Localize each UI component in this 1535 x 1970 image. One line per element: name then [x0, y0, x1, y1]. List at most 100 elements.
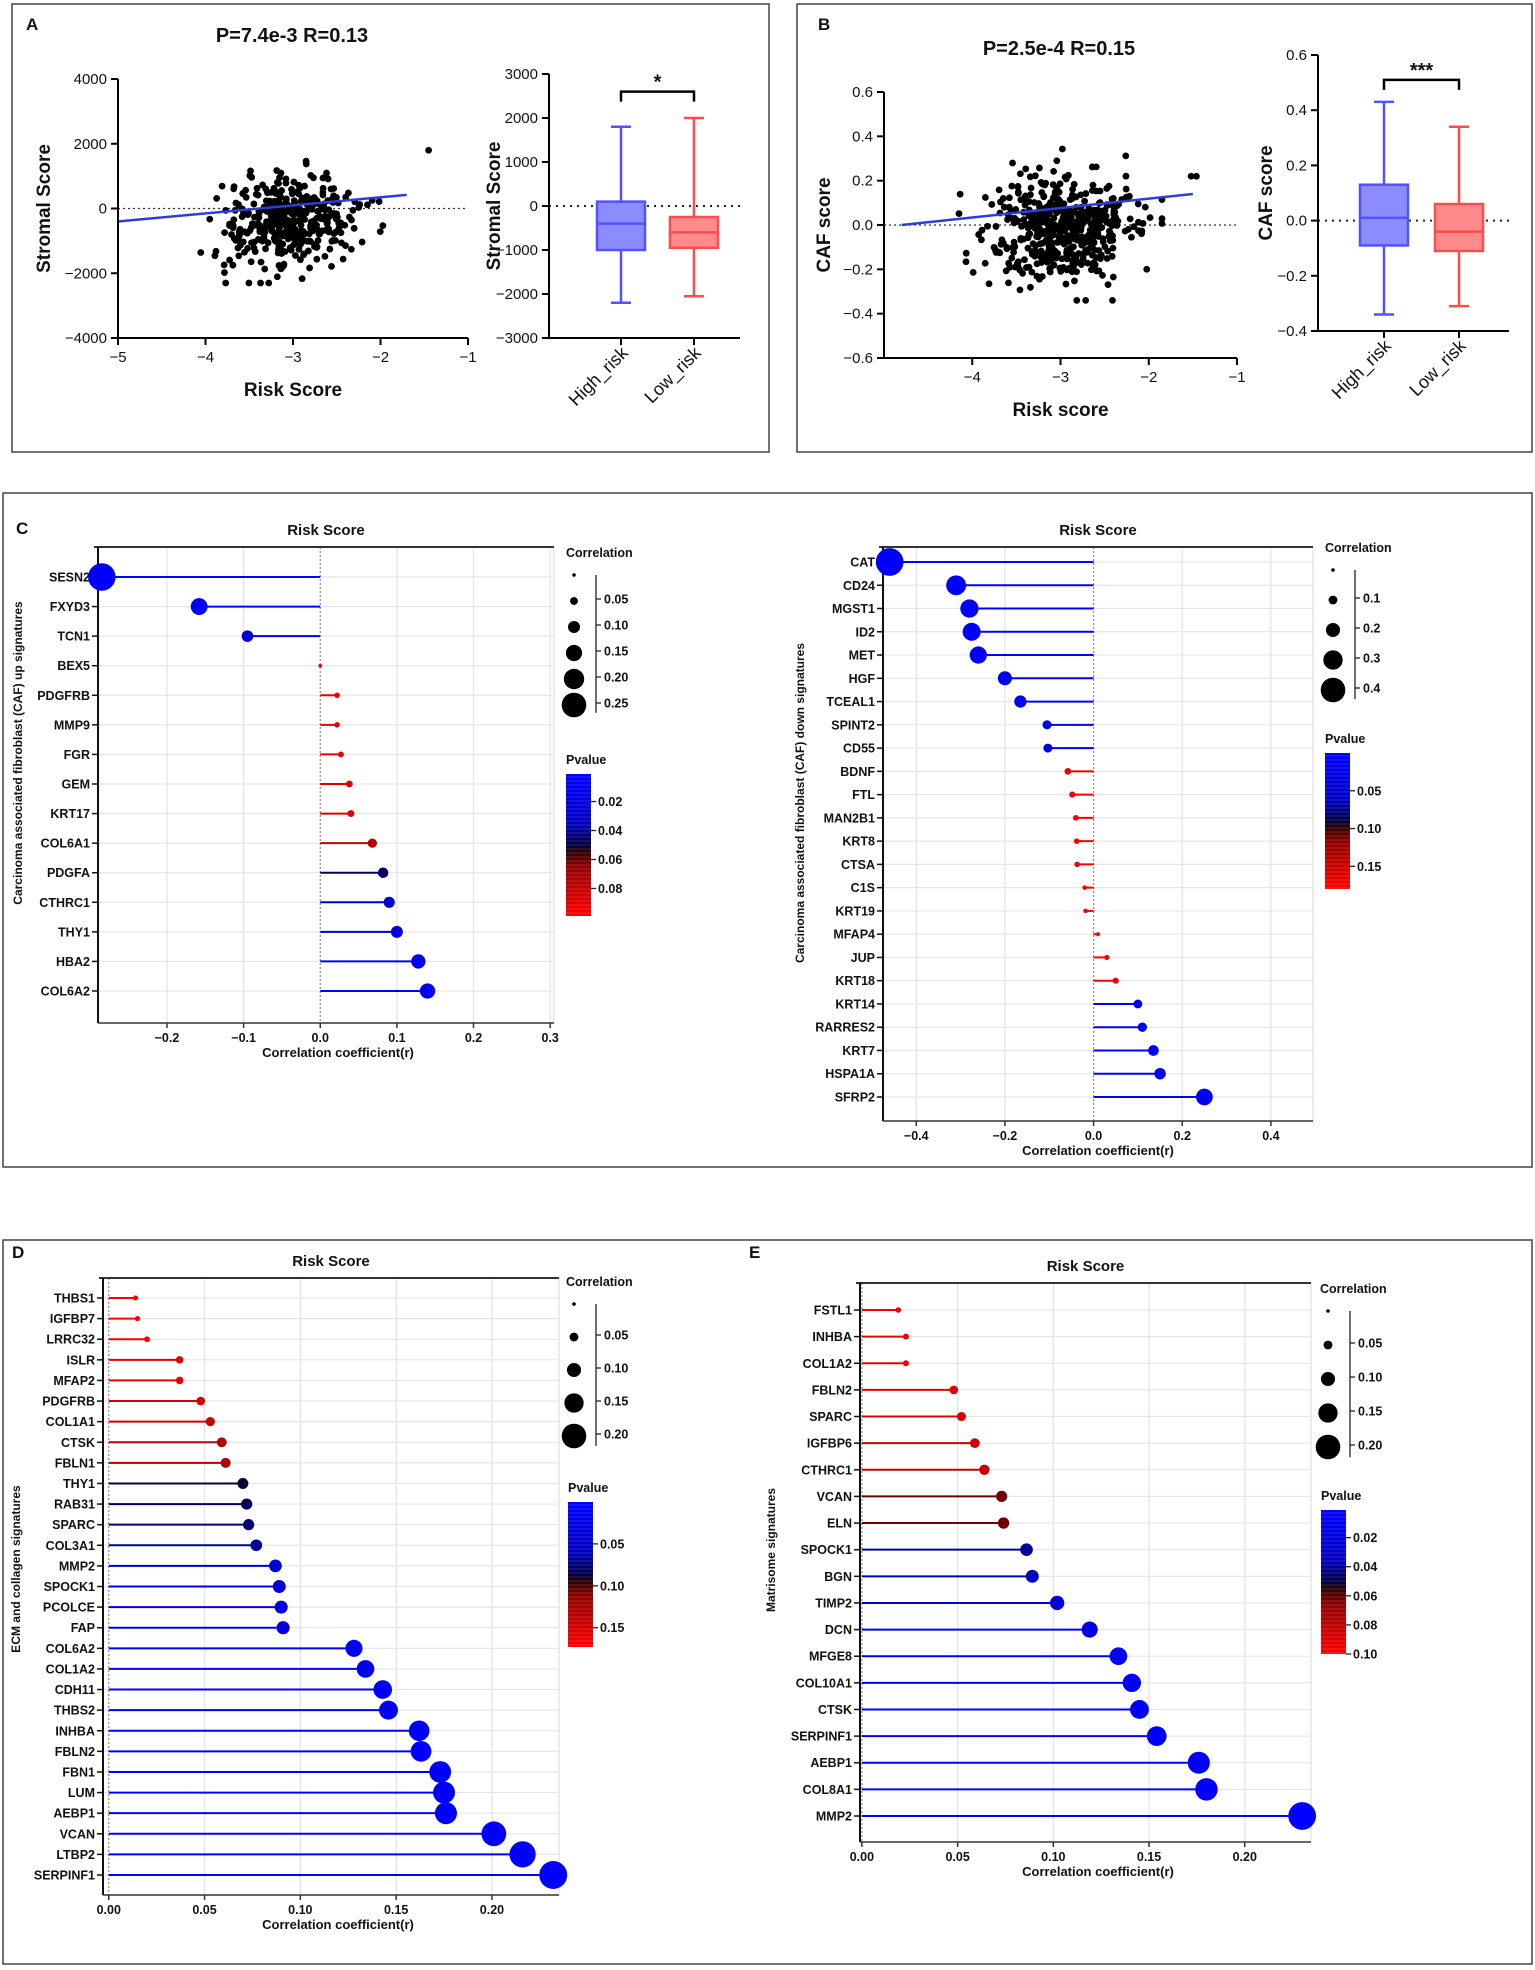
gene-label: TCEAL1	[826, 695, 875, 709]
size-legend-dot	[1325, 622, 1341, 638]
lollipop-MAN2B1: MAN2B1	[824, 811, 1094, 825]
data-point	[283, 225, 291, 233]
chart-title: P=7.4e-3 R=0.13	[216, 25, 368, 47]
data-point	[1045, 239, 1052, 247]
gene-label: LUM	[68, 1786, 95, 1800]
lollipop-dot	[429, 1761, 452, 1783]
size-legend: Correlation 0.05 0.10 0.15 0.20	[561, 1275, 633, 1449]
panel-a-frame	[11, 3, 770, 453]
data-point	[1125, 192, 1133, 200]
size-legend-dot	[1323, 650, 1343, 670]
gene-label: FBN1	[62, 1765, 95, 1779]
data-point	[1047, 257, 1055, 265]
y-tick-label: 4000	[74, 71, 107, 88]
data-point	[1021, 194, 1029, 201]
size-legend-label: 0.25	[604, 697, 628, 711]
data-point	[1035, 164, 1043, 172]
y-tick-label: 0.6	[1286, 47, 1307, 64]
x-tick-label: −1	[1228, 369, 1245, 386]
data-point	[1053, 157, 1061, 165]
lollipop-dot	[334, 692, 340, 699]
size-legend-label: 0.15	[604, 1395, 628, 1409]
lollipop-dot	[902, 1360, 909, 1367]
data-point	[1077, 213, 1085, 221]
x-tick-label: −4	[197, 349, 214, 366]
data-point-outlier	[425, 146, 433, 154]
data-point	[292, 229, 300, 237]
gene-label: CTHRC1	[39, 896, 90, 910]
size-legend-dot	[569, 1332, 579, 1342]
data-point	[1104, 281, 1112, 289]
data-point	[1078, 241, 1086, 249]
data-point	[326, 245, 334, 253]
size-legend-dot	[561, 1423, 587, 1449]
data-point	[1090, 259, 1098, 267]
size-legend-title: Correlation	[1320, 1282, 1387, 1296]
data-point	[257, 279, 264, 287]
data-point	[319, 184, 327, 192]
data-point	[276, 215, 284, 223]
data-point	[355, 204, 363, 211]
gene-label: CTSA	[841, 858, 875, 872]
y-tick-label: −0.2	[1277, 268, 1307, 285]
data-point	[226, 256, 233, 264]
box-Low_risk	[668, 116, 720, 298]
lollipop-dot	[956, 1411, 966, 1422]
lollipop-dot	[1130, 1700, 1149, 1719]
lollipop-dot	[1122, 1673, 1142, 1693]
lollipop-dot	[1288, 1802, 1317, 1830]
data-point	[1030, 199, 1038, 206]
x-tick-label: 0.1	[388, 1031, 405, 1045]
lollipop-dot	[1148, 1045, 1159, 1056]
chart-title: P=2.5e-4 R=0.15	[983, 38, 1135, 60]
lollipop-dot	[1064, 768, 1072, 775]
gene-label: JUP	[851, 951, 875, 965]
data-point	[995, 186, 1003, 194]
lollipop-LTBP2: LTBP2	[56, 1841, 536, 1868]
lollipop-dot	[390, 925, 403, 938]
size-legend-dot	[1318, 1403, 1338, 1423]
lollipop-COL3A1: COL3A1	[46, 1539, 263, 1553]
data-point	[1079, 252, 1087, 259]
gene-label: HGF	[849, 672, 876, 686]
gene-label: IGFBP7	[50, 1312, 95, 1326]
data-point	[1093, 267, 1100, 275]
size-legend-dot	[1326, 1309, 1330, 1313]
color-legend-label: 0.10	[600, 1579, 624, 1593]
data-point	[254, 191, 262, 199]
data-point	[274, 210, 281, 218]
lollipop-COL1A2: COL1A2	[46, 1660, 375, 1678]
data-point	[298, 275, 306, 283]
gene-label: MMP9	[54, 718, 90, 732]
data-point	[1082, 190, 1090, 197]
lollipop-CD24: CD24	[843, 575, 1094, 596]
lollipop-dot	[1154, 1068, 1166, 1080]
gene-label: ID2	[856, 625, 876, 639]
data-point	[1062, 280, 1070, 288]
lollipop-KRT17: KRT17	[50, 807, 355, 821]
data-point	[270, 184, 278, 192]
data-point	[1134, 200, 1142, 208]
data-point	[290, 178, 298, 186]
data-point	[246, 227, 254, 234]
data-point	[1027, 221, 1035, 229]
color-legend-label: 0.08	[1353, 1618, 1377, 1632]
panel-label-e: E	[749, 1243, 760, 1262]
data-point	[1079, 235, 1087, 243]
data-point	[319, 174, 327, 182]
data-point	[1122, 152, 1130, 160]
x-tick-label: 0.00	[850, 1850, 874, 1864]
data-point	[1084, 245, 1092, 253]
y-axis-title: CAF score	[814, 177, 835, 272]
gene-label: COL1A1	[46, 1415, 95, 1429]
data-point	[1028, 268, 1036, 276]
y-tick-label: 3000	[505, 66, 538, 83]
lollipop-KRT7: KRT7	[842, 1044, 1159, 1058]
lollipop-dot	[997, 1517, 1010, 1529]
lollipop-dot	[895, 1307, 902, 1313]
chart-title: Risk Score	[1059, 522, 1137, 539]
gene-label: SESN2	[49, 571, 90, 585]
lollipop-IGFBP7: IGFBP7	[50, 1312, 141, 1326]
gene-label: SPARC	[809, 1410, 852, 1424]
data-point	[1103, 255, 1111, 262]
